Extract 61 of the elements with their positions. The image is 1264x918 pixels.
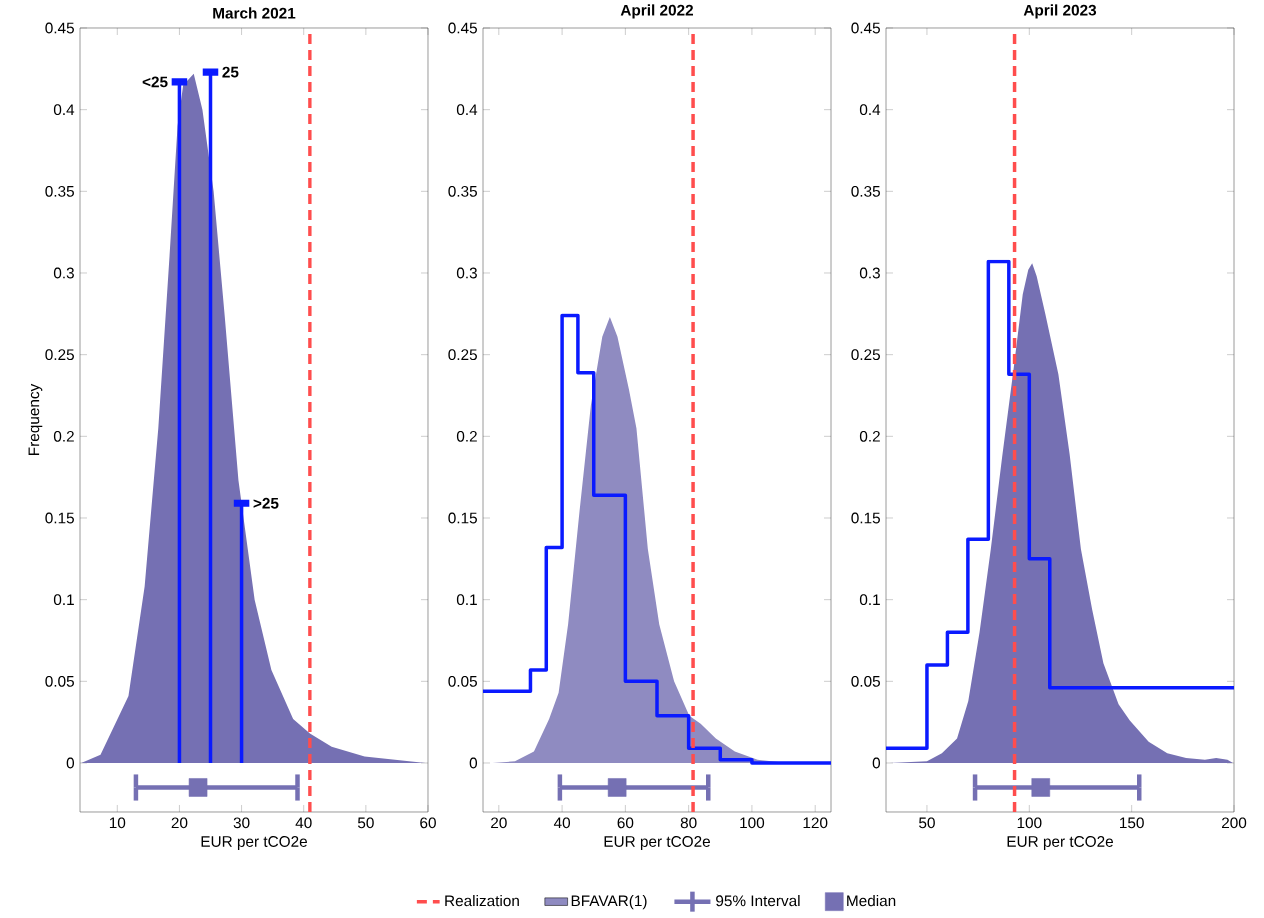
legend-label: Median — [847, 894, 896, 907]
x-tick-label: 50 — [357, 817, 374, 829]
x-tick-label: 20 — [171, 817, 188, 829]
y-tick-label: 0.15 — [45, 512, 74, 524]
chart-title: April 2023 — [1023, 4, 1097, 19]
x-tick-label: 40 — [553, 817, 571, 829]
y-tick-label: 0.2 — [456, 430, 477, 442]
y-tick-label: 0.35 — [448, 185, 477, 197]
x-tick-label: 20 — [491, 817, 507, 829]
y-tick-label: 0.05 — [851, 675, 880, 687]
y-tick-label: 0 — [66, 757, 75, 769]
y-tick-label: 0.3 — [859, 267, 880, 279]
x-tick-label: 10 — [109, 817, 126, 829]
x-tick-label: 150 — [1120, 817, 1144, 829]
y-tick-label: 0.45 — [448, 22, 477, 34]
legend-label: Realization — [445, 894, 519, 907]
y-tick-label: 0.35 — [45, 185, 74, 197]
y-tick-label: 0.1 — [859, 594, 880, 606]
x-axis-title: EUR per tCO2e — [1007, 836, 1113, 850]
legend-label: 95% Interval — [716, 894, 800, 907]
x-tick-label: 100 — [740, 817, 765, 829]
x-tick-label: 60 — [617, 817, 634, 829]
annotation: <25 — [142, 76, 168, 88]
y-tick-label: 0.2 — [859, 430, 880, 442]
legend-label: BFAVAR(1) — [571, 894, 647, 910]
y-tick-label: 0.15 — [851, 512, 880, 524]
y-tick-label: 0.3 — [456, 267, 477, 279]
x-tick-label: 40 — [295, 817, 312, 829]
x-tick-label: 30 — [233, 817, 250, 829]
x-tick-label: 120 — [803, 817, 828, 829]
y-tick-label: 0.1 — [456, 594, 477, 606]
y-tick-label: 0.3 — [53, 267, 74, 279]
y-tick-label: 0.45 — [45, 22, 74, 34]
y-tick-label: 0.4 — [53, 104, 75, 116]
y-tick-label: 0.25 — [448, 349, 477, 361]
y-tick-label: 0.2 — [53, 430, 74, 442]
y-tick-label: 0.4 — [859, 104, 881, 116]
y-tick-label: 0.45 — [851, 22, 880, 34]
y-tick-label: 0.15 — [448, 512, 477, 524]
y-tick-label: 0.25 — [45, 349, 74, 361]
y-tick-label: 0.05 — [448, 675, 477, 687]
x-axis-title: EUR per tCO2e — [604, 836, 710, 850]
chart-title: April 2022 — [620, 4, 694, 19]
annotation: 25 — [222, 66, 239, 78]
x-axis-title: EUR per tCO2e — [201, 836, 307, 850]
chart-title: March 2021 — [213, 7, 296, 19]
y-tick-label: 0.25 — [851, 349, 880, 361]
y-tick-label: 0.4 — [456, 104, 478, 116]
x-tick-label: 60 — [420, 817, 436, 829]
y-tick-label: 0 — [469, 757, 478, 769]
x-tick-label: 80 — [680, 817, 697, 829]
x-tick-label: 100 — [1017, 817, 1042, 829]
x-tick-label: 50 — [919, 817, 935, 829]
y-tick-label: 0 — [872, 757, 881, 769]
annotation: >25 — [253, 497, 279, 509]
y-tick-label: 0.1 — [53, 594, 74, 606]
y-tick-label: 0.05 — [45, 675, 74, 687]
y-tick-label: 0.35 — [851, 185, 880, 197]
x-tick-label: 200 — [1221, 817, 1247, 829]
y-axis-title: Frequency — [28, 383, 43, 455]
point — [188, 778, 208, 797]
